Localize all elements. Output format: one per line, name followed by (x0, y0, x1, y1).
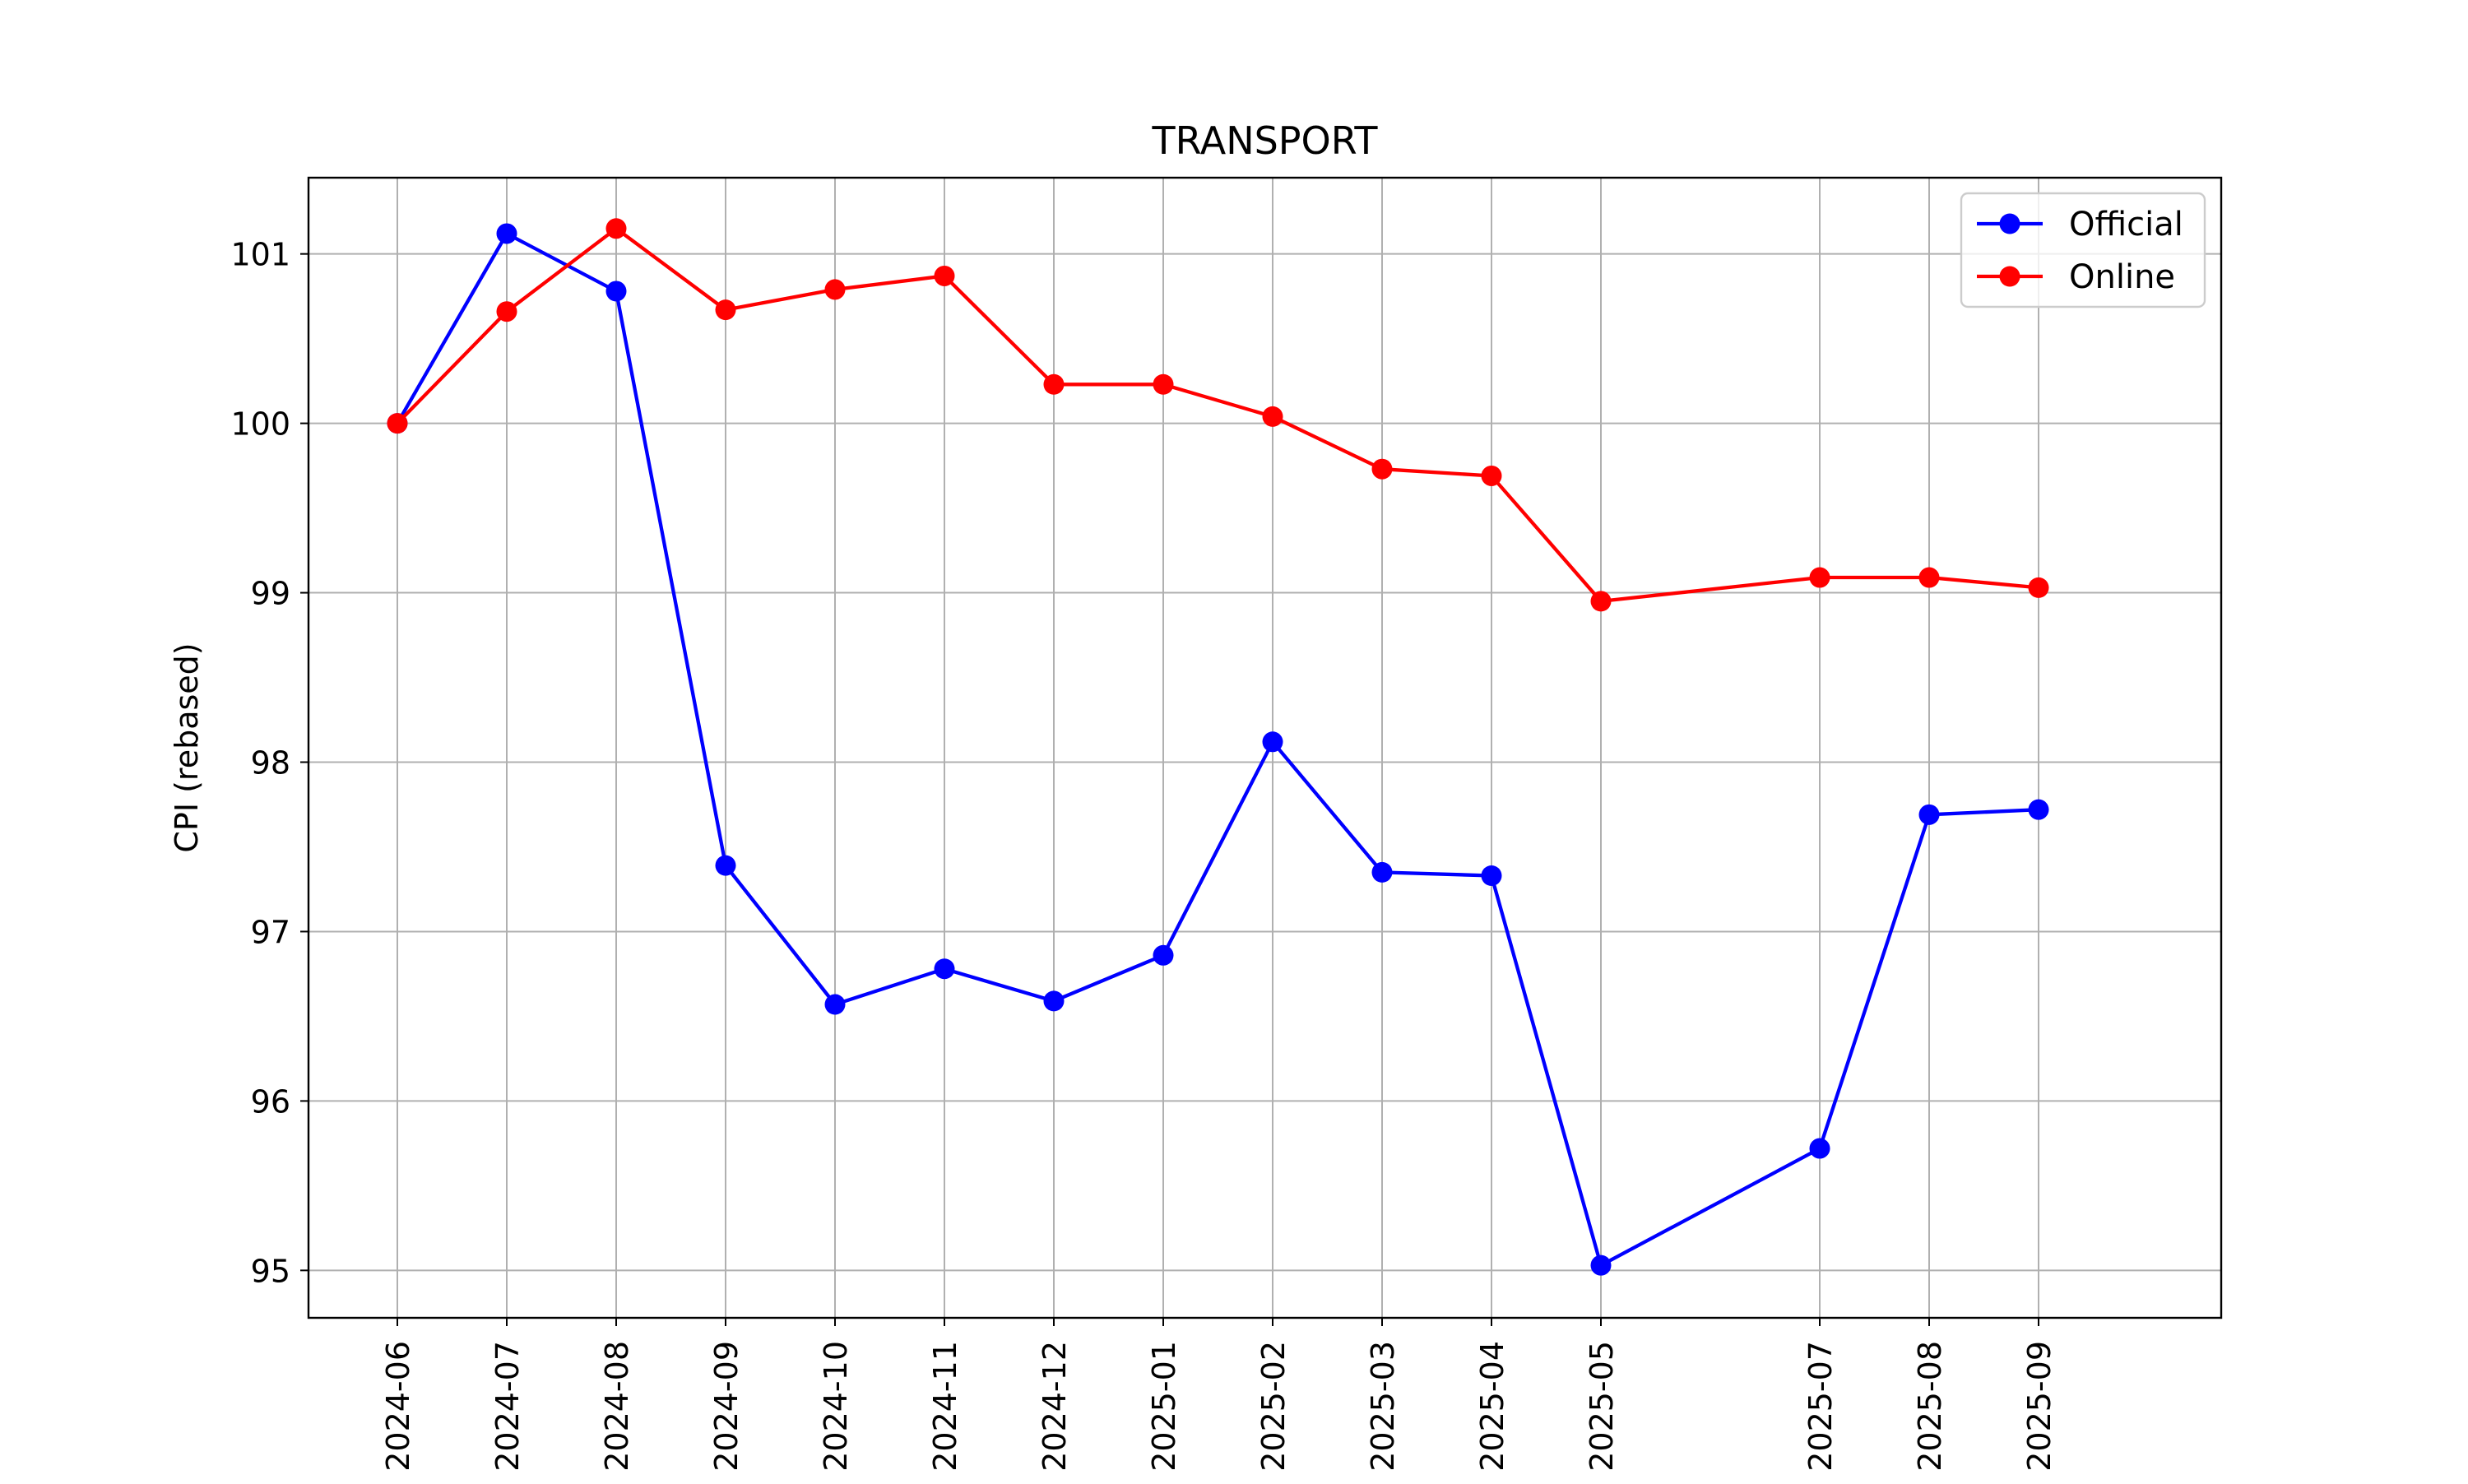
y-tick-label: 98 (251, 745, 290, 781)
y-tick-label: 101 (230, 237, 290, 273)
legend-marker-online (1999, 266, 2020, 287)
x-tick-label: 2025-03 (1365, 1341, 1401, 1472)
data-point-official (1153, 944, 1174, 966)
legend-frame (1960, 192, 2206, 308)
grid-lines (308, 178, 2221, 1318)
legend-label-official: Official (2069, 206, 2183, 243)
data-point-official (1590, 1254, 1612, 1276)
data-point-online (934, 265, 955, 286)
data-point-online (1918, 567, 1940, 588)
x-tick-label: 2024-07 (489, 1341, 526, 1472)
legend-label-online: Online (2069, 258, 2175, 296)
plot-area-frame (307, 176, 2223, 1319)
legend: Official Online (1960, 192, 2206, 308)
x-tick-label: 2025-04 (1474, 1341, 1510, 1472)
data-point-official (934, 958, 955, 980)
y-tick-label: 97 (251, 914, 290, 950)
data-point-online (1371, 458, 1393, 480)
data-point-online (824, 279, 846, 300)
data-point-official (1043, 990, 1065, 1012)
data-point-official (2028, 799, 2049, 820)
data-point-online (387, 413, 408, 434)
data-point-online (1153, 373, 1174, 395)
data-point-official (1481, 865, 1502, 886)
data-point-official (824, 994, 846, 1015)
series-layer (387, 218, 2049, 1276)
data-point-online (1809, 567, 1830, 588)
x-tick-label: 2024-09 (708, 1341, 745, 1472)
data-point-online (605, 218, 627, 239)
x-tick-label: 2024-06 (380, 1341, 416, 1472)
data-point-official (1809, 1138, 1830, 1159)
x-tick-label: 2025-09 (2021, 1341, 2057, 1472)
data-point-official (715, 855, 736, 876)
data-point-online (1590, 591, 1612, 612)
data-point-online (715, 299, 736, 321)
x-tick-label: 2024-10 (818, 1341, 854, 1472)
x-tick-label: 2024-08 (599, 1341, 635, 1472)
x-tick-label: 2025-05 (1584, 1341, 1620, 1472)
axis-ticks: 2024-06 2024-07 2024-08 2024-09 2024-10 2024-… (230, 237, 2057, 1472)
data-point-official (1918, 804, 1940, 825)
legend-marker-official (1999, 213, 2020, 234)
y-tick-label: 95 (251, 1253, 290, 1289)
x-tick-label: 2025-01 (1146, 1341, 1182, 1472)
data-point-official (496, 223, 517, 244)
data-point-online (1262, 406, 1283, 427)
chart-title: TRANSPORT (1152, 118, 1379, 163)
y-tick-label: 100 (230, 406, 290, 443)
data-point-official (1371, 861, 1393, 883)
data-point-official (605, 281, 627, 302)
data-point-online (1481, 465, 1502, 486)
y-tick-label: 96 (251, 1083, 290, 1120)
legend-entry-official: Official (1977, 206, 2183, 243)
data-point-online (1043, 373, 1065, 395)
x-tick-label: 2025-02 (1255, 1341, 1292, 1472)
x-tick-label: 2024-12 (1037, 1341, 1073, 1472)
y-axis-label: CPI (rebased) (169, 642, 205, 852)
x-tick-label: 2025-08 (1912, 1341, 1948, 1472)
y-tick-label: 99 (251, 576, 290, 612)
data-point-official (1262, 731, 1283, 753)
data-point-online (2028, 577, 2049, 598)
legend-entry-online: Online (1977, 258, 2175, 296)
x-tick-label: 2025-07 (1802, 1341, 1839, 1472)
data-point-online (496, 301, 517, 322)
x-tick-label: 2024-11 (927, 1341, 963, 1472)
